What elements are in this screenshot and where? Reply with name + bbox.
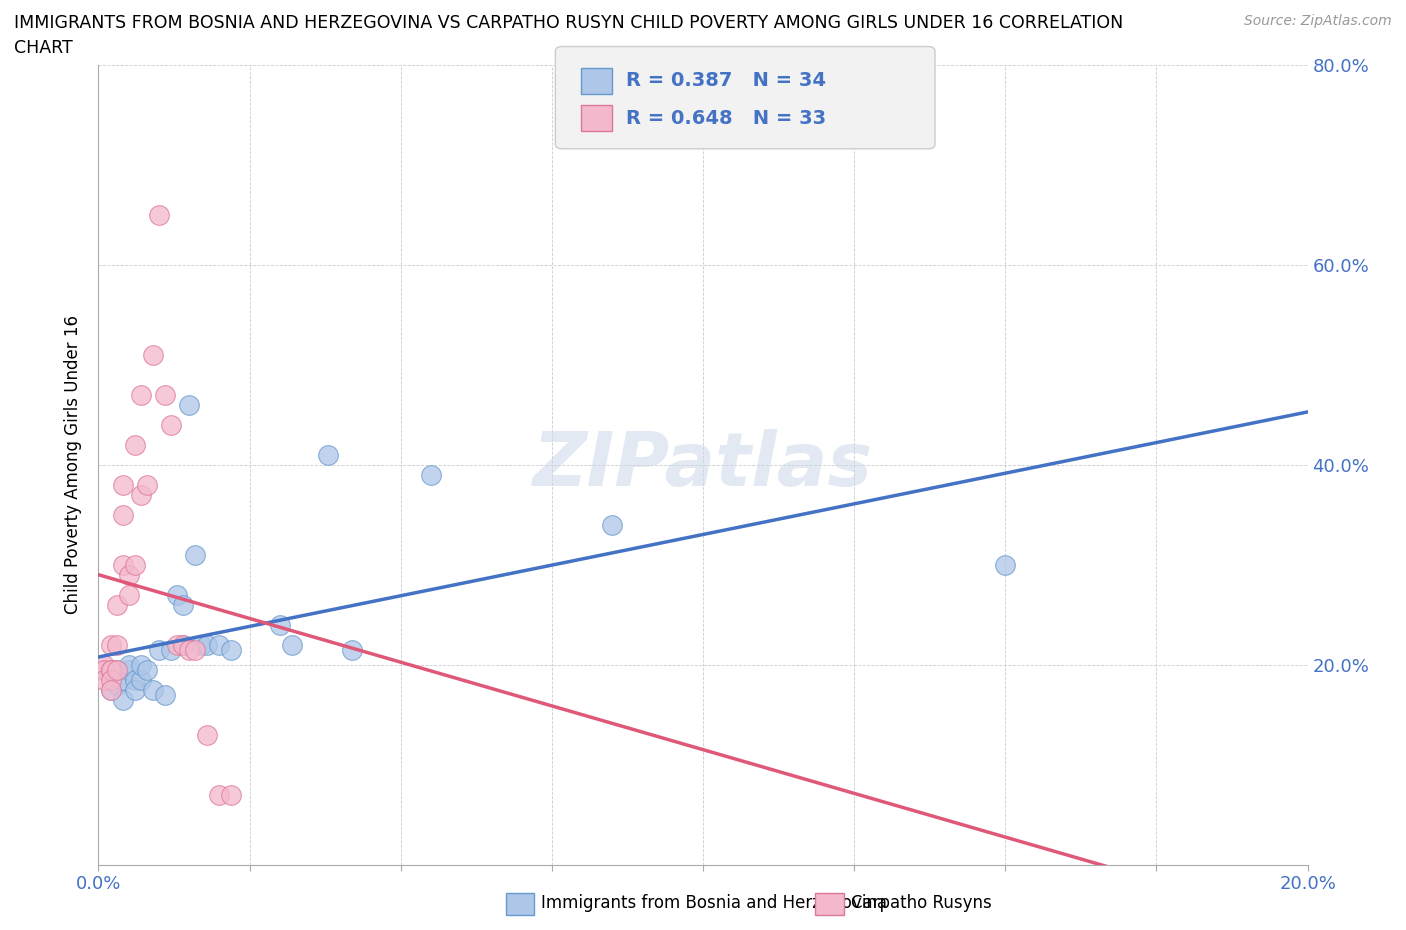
Point: [153, 388, 176, 403]
Point: [105, 638, 128, 653]
Text: R = 0.387   N = 34: R = 0.387 N = 34: [626, 72, 825, 90]
Point: [172, 598, 194, 613]
Point: [93, 672, 115, 687]
Point: [124, 683, 146, 698]
Point: [111, 508, 134, 523]
Point: [135, 662, 157, 677]
Point: [111, 672, 134, 687]
Point: [281, 638, 304, 653]
Point: [160, 643, 183, 658]
Point: [93, 662, 115, 677]
Point: [190, 638, 212, 653]
Point: [105, 677, 128, 692]
Point: [316, 447, 339, 462]
Point: [100, 683, 122, 698]
Point: [118, 567, 141, 582]
Point: [129, 658, 152, 672]
Point: [179, 398, 201, 413]
Point: [195, 727, 218, 742]
Point: [221, 788, 243, 803]
Point: [93, 658, 115, 672]
Point: [100, 662, 122, 677]
Point: [105, 662, 128, 677]
Point: [179, 643, 201, 658]
Text: Immigrants from Bosnia and Herzegovina: Immigrants from Bosnia and Herzegovina: [541, 894, 887, 912]
Point: [129, 672, 152, 687]
Point: [100, 672, 122, 687]
Point: [148, 207, 170, 222]
Point: [105, 662, 128, 677]
Point: [160, 418, 183, 432]
Point: [208, 638, 231, 653]
Point: [172, 638, 194, 653]
Text: IMMIGRANTS FROM BOSNIA AND HERZEGOVINA VS CARPATHO RUSYN CHILD POVERTY AMONG GIR: IMMIGRANTS FROM BOSNIA AND HERZEGOVINA V…: [14, 14, 1123, 32]
Point: [195, 638, 218, 653]
Point: [208, 788, 231, 803]
Point: [129, 388, 152, 403]
Point: [124, 672, 146, 687]
Point: [142, 348, 165, 363]
Point: [221, 643, 243, 658]
Y-axis label: Child Poverty Among Girls Under 16: Child Poverty Among Girls Under 16: [65, 315, 83, 615]
Text: R = 0.648   N = 33: R = 0.648 N = 33: [626, 109, 825, 127]
Point: [111, 478, 134, 493]
Point: [124, 558, 146, 573]
Point: [93, 662, 115, 677]
Point: [100, 683, 122, 698]
Point: [93, 662, 115, 677]
Point: [129, 487, 152, 502]
Point: [172, 638, 194, 653]
Text: ZIPatlas: ZIPatlas: [533, 429, 873, 501]
Text: Source: ZipAtlas.com: Source: ZipAtlas.com: [1244, 14, 1392, 28]
Point: [148, 643, 170, 658]
Point: [100, 638, 122, 653]
Point: [135, 478, 157, 493]
Point: [118, 662, 141, 677]
Point: [124, 438, 146, 453]
Point: [118, 658, 141, 672]
Point: [602, 517, 624, 532]
Text: Carpatho Rusyns: Carpatho Rusyns: [851, 894, 991, 912]
Point: [111, 558, 134, 573]
Point: [153, 687, 176, 702]
Point: [184, 548, 207, 563]
Point: [994, 558, 1017, 573]
Point: [105, 598, 128, 613]
Point: [118, 588, 141, 603]
Point: [111, 693, 134, 708]
Point: [184, 643, 207, 658]
Point: [100, 662, 122, 677]
Point: [166, 638, 188, 653]
Point: [166, 588, 188, 603]
Point: [100, 662, 122, 677]
Point: [420, 468, 443, 483]
Point: [342, 643, 364, 658]
Point: [142, 683, 165, 698]
Text: CHART: CHART: [14, 39, 73, 57]
Point: [269, 618, 291, 632]
